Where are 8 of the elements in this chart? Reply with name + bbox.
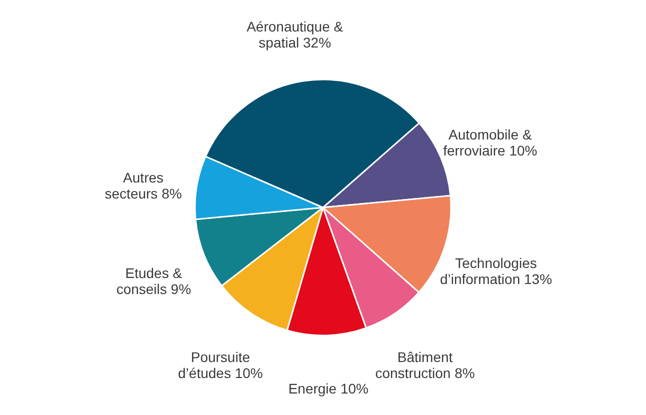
- slice-label: Technologies d’information 13%: [440, 255, 552, 288]
- slice-label: Etudes & conseils 9%: [116, 265, 192, 298]
- slice-label: Autres secteurs 8%: [104, 170, 182, 202]
- slice-label: Automobile & ferroviaire 10%: [443, 126, 538, 159]
- slice-label: Poursuite d’études 10%: [178, 348, 263, 381]
- slice-label: Bâtiment construction 8%: [375, 349, 475, 382]
- slice-label: Aéronautique & spatial 32%: [246, 18, 344, 51]
- slice-label: Energie 10%: [288, 380, 368, 396]
